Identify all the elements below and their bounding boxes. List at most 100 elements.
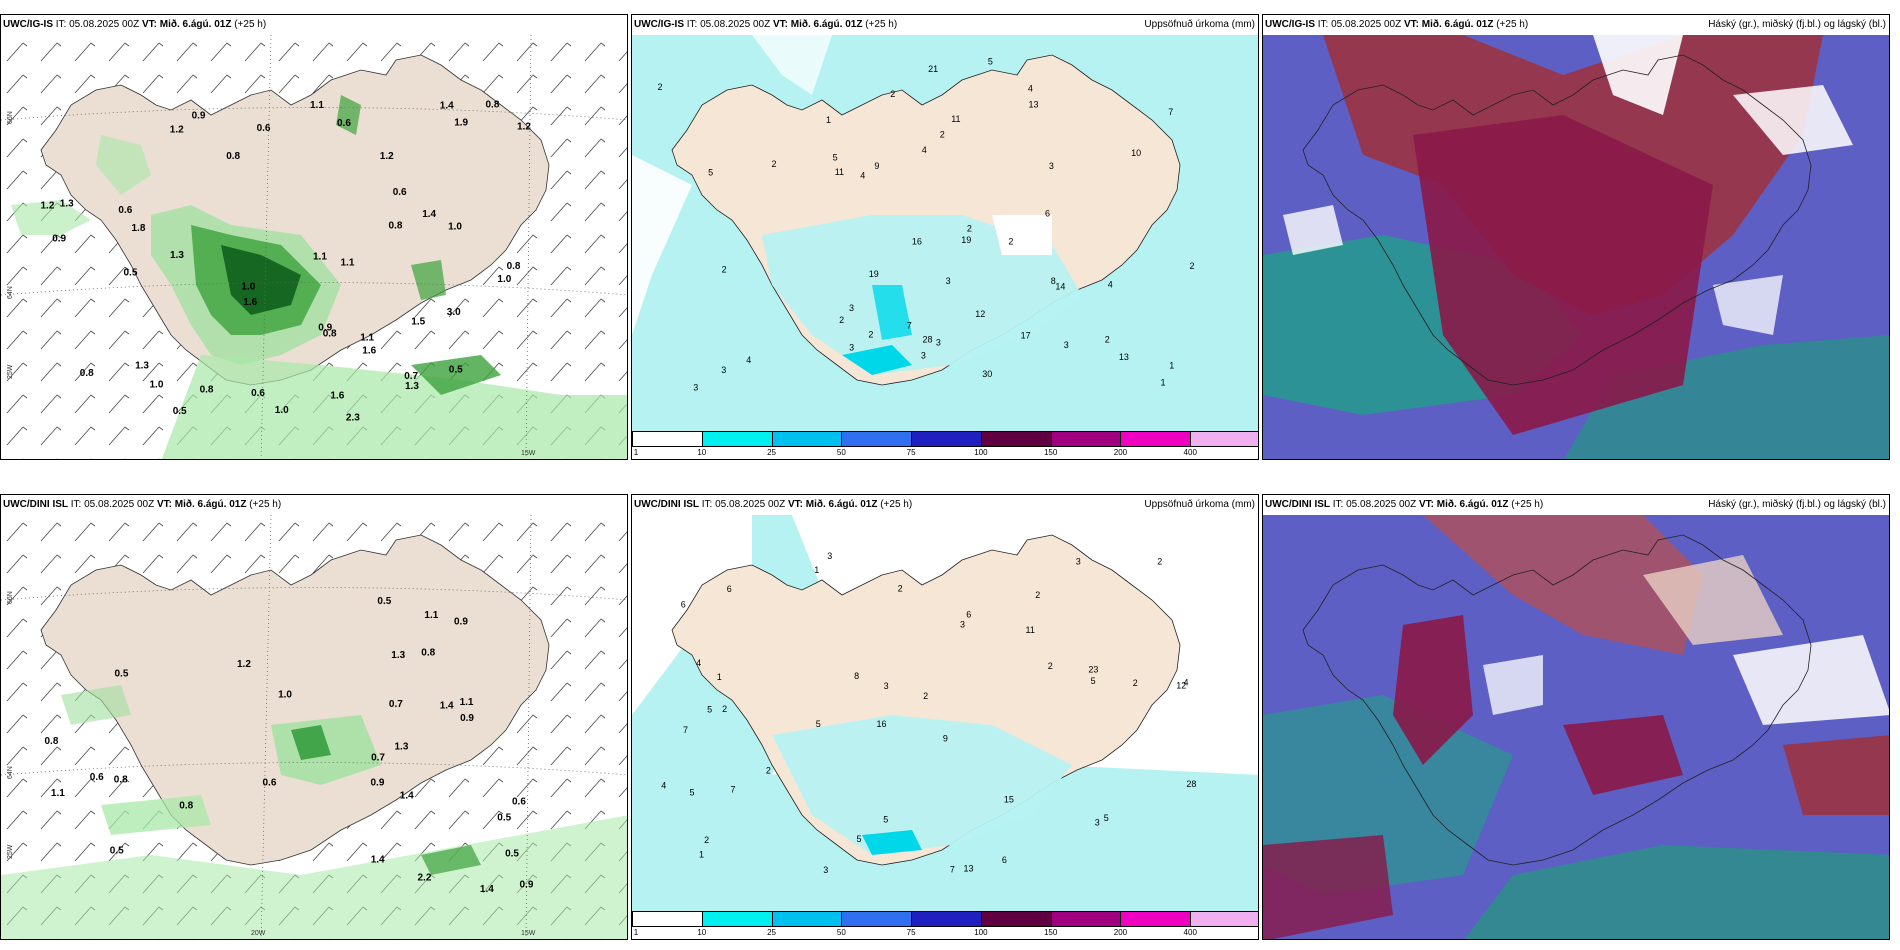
precip-value-label: 5 — [988, 57, 993, 67]
precip-value-label: 2 — [1008, 236, 1013, 246]
precip-value-label: 1.6 — [243, 297, 257, 308]
colorbar-segment — [1120, 431, 1192, 447]
precip-value-label: 6 — [727, 584, 732, 594]
colorbar-tick-label: 150 — [1043, 928, 1058, 937]
lead-time: (+25 h) — [880, 499, 913, 510]
precip-value-label: 0.8 — [179, 801, 193, 812]
colorbar-segment — [1050, 431, 1122, 447]
colorbar-segment — [911, 431, 982, 447]
precip-value-label: 1.2 — [41, 201, 55, 212]
iceland-landmass — [40, 534, 550, 866]
precip-values: 2.31.21.30.6 1.41.61.01.31.61.00.81.21.00… — [41, 100, 532, 424]
colorbar-tick-label: 400 — [1183, 448, 1197, 457]
lat-label-64: 64N — [7, 286, 14, 299]
precip-value-label: 1.1 — [341, 258, 355, 269]
precip-value-label: 2.2 — [418, 873, 432, 884]
precip-value-label: 1.8 — [132, 223, 146, 234]
precip-value-label: 5 — [707, 705, 712, 715]
precip-value-label: 5 — [816, 719, 821, 729]
panel-header: UWC/DINI ISL IT: 05.08.2025 00Z VT: Mið.… — [632, 495, 1258, 515]
precip-value-label: 17 — [1021, 331, 1031, 341]
precip-value-label: 14 — [1055, 282, 1065, 292]
precip-value-label: 0.8 — [323, 329, 337, 340]
precip-value-label: 2 — [839, 315, 844, 325]
precip-values: 0.9 0.6 1.4 0.5 1.4 0.8 1.1 1.0 0.5 2.2 1.3 0.7 1.1 1… — [45, 596, 534, 895]
precip-value-label: 5 — [1104, 813, 1109, 823]
high-cloud-layer — [1413, 115, 1713, 435]
precip-value-label: 2 — [1133, 678, 1138, 688]
map-area: 3 2 12 16 9 2 6 11 7 3 2 1 1 5 7 13 5 3 2 2 1 5 4 2 4 4 3 5 5 5 3 6 7 8 15… — [632, 515, 1258, 913]
colorbar-segment — [1120, 911, 1192, 927]
precip-value-label: 1 — [826, 115, 831, 125]
lon-label-25: 25W — [7, 844, 14, 859]
lead-time: (+25 h) — [1511, 499, 1544, 510]
precip-value-label: 13 — [1029, 100, 1039, 110]
lat-lon-grid — [1, 35, 627, 459]
precip-value-label: 0.5 — [505, 848, 519, 859]
precip-value-label: 6 — [1045, 209, 1050, 219]
precip-value-label: 3 — [1049, 161, 1054, 171]
precip-value-label: 4 — [1028, 84, 1033, 94]
precip-value-label: 3 — [721, 365, 726, 375]
lon-label-25: 25W — [7, 364, 14, 379]
lon-label-20: 20W — [251, 930, 266, 937]
model-name: UWC/DINI ISL — [3, 499, 68, 510]
panel-header: UWC/IG-IS IT: 05.08.2025 00Z VT: Mið. 6.… — [632, 15, 1258, 35]
precip-value-label: 2 — [1105, 335, 1110, 345]
precip-value-label: 4 — [1108, 280, 1113, 290]
iceland-outline — [1302, 534, 1812, 866]
colorbar-segment — [911, 911, 982, 927]
lead-time: (+25 h) — [234, 19, 267, 30]
precip-value-label: 6 — [1002, 855, 1007, 865]
precip-value-label: 2 — [868, 330, 873, 340]
precip-value-label: 0.6 — [337, 118, 351, 129]
precip-value-label: 0.6 — [393, 187, 407, 198]
colorbar-segment — [1190, 911, 1258, 927]
lead-time: (+25 h) — [1496, 19, 1529, 30]
precip-value-label: 12 — [975, 309, 985, 319]
precip-value-label: 3 — [693, 383, 698, 393]
init-time: IT: 05.08.2025 00Z — [55, 19, 140, 30]
precip-value-label: 4 — [1184, 678, 1189, 688]
colorbar-tick-label: 75 — [906, 448, 916, 457]
precip-value-label: 8 — [1051, 276, 1056, 286]
init-time: IT: 05.08.2025 00Z — [701, 499, 786, 510]
precip-value-label: 1.4 — [440, 701, 454, 712]
precip-value-label: 2 — [1190, 261, 1195, 271]
precip-value-label: 2.3 — [346, 413, 360, 424]
model-name: UWC/IG-IS — [3, 19, 53, 30]
panel-bottom-right: UWC/DINI ISL IT: 05.08.2025 00Z VT: Mið.… — [1262, 494, 1890, 940]
colorbar-tick-label: 25 — [767, 448, 776, 457]
precip-value-label: 3 — [960, 619, 965, 629]
colorbar-tick-label: 50 — [836, 928, 846, 937]
precip-value-label: 19 — [961, 235, 971, 245]
panel-top-middle: UWC/IG-IS IT: 05.08.2025 00Z VT: Mið. 6.… — [631, 14, 1259, 460]
precip-value-label: 1.2 — [380, 151, 394, 162]
precip-value-label: 1.6 — [330, 391, 344, 402]
precip-value-label: 1.3 — [405, 381, 419, 392]
precip-value-label: 0.6 — [512, 796, 526, 807]
map-area — [1263, 35, 1889, 459]
colorbar-tick-label: 1 — [633, 448, 639, 457]
precip-value-label: 1.3 — [170, 250, 184, 261]
colorbar-tick-label: 50 — [836, 448, 846, 457]
precip-value-label: 0.6 — [257, 123, 271, 134]
precip-value-label: 2 — [772, 159, 777, 169]
precip-value-label: 7 — [1168, 107, 1173, 117]
cloud-cover-map — [1263, 515, 1889, 939]
precip-value-label: 1.0 — [275, 405, 289, 416]
precip-value-label: 2 — [704, 835, 709, 845]
colorbar-segment — [632, 431, 703, 447]
model-name: UWC/DINI ISL — [1265, 499, 1330, 510]
precip-value-label: 11 — [951, 114, 960, 124]
precip-value-label: 6 — [681, 600, 686, 610]
precip-value-label: 0.8 — [114, 774, 128, 785]
colorbar-segment — [701, 911, 773, 927]
panel-field-title: Háský (gr.), miðský (fj.bl.) og lágský (… — [1708, 19, 1886, 30]
panel-header: UWC/IG-IS IT: 05.08.2025 00Z VT: Mið. 6.… — [1, 15, 627, 35]
precip-value-label: 3 — [1095, 817, 1100, 827]
precip-value-label: 0.5 — [115, 668, 129, 679]
precip-value-label: 4 — [746, 355, 751, 365]
precip-value-label: 5 — [883, 815, 888, 825]
